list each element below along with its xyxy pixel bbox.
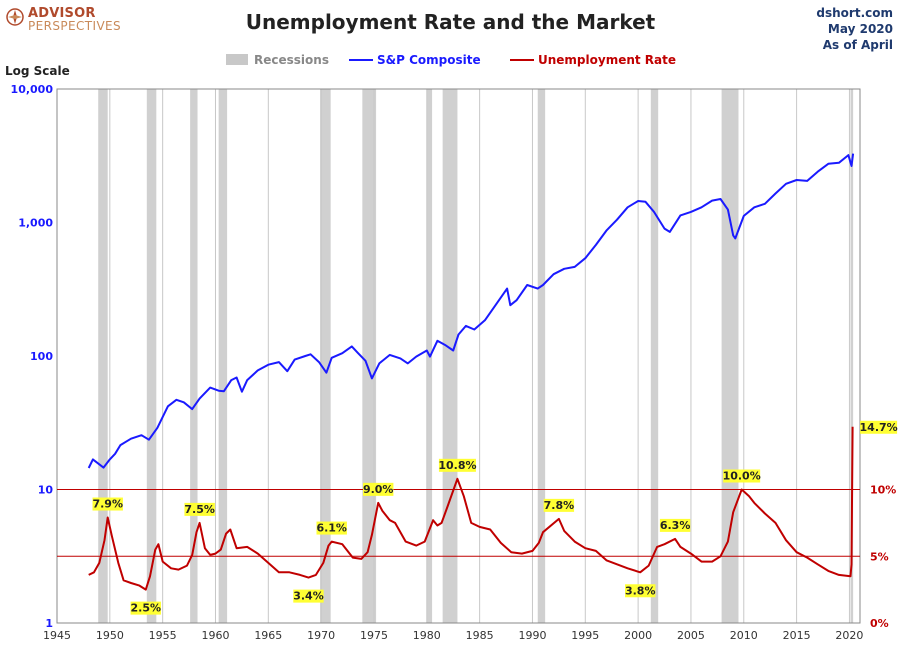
recession-band <box>146 89 157 623</box>
x-tick-label: 1960 <box>201 629 229 642</box>
recession-band <box>98 89 108 623</box>
annotation-label: 6.1% <box>316 522 347 535</box>
annotation-label: 9.0% <box>363 483 394 496</box>
x-tick-label: 2005 <box>677 629 705 642</box>
annotation-label: 10.8% <box>438 459 476 472</box>
recession-band <box>537 89 546 623</box>
annotation-highlight <box>860 420 898 434</box>
right-tick-label: 10% <box>870 484 896 497</box>
x-tick-label: 1985 <box>466 629 494 642</box>
annotation-highlight <box>723 469 761 483</box>
left-tick-label: 1,000 <box>18 217 53 230</box>
x-tick-label: 1980 <box>413 629 441 642</box>
log-scale-label: Log Scale <box>5 64 70 78</box>
x-tick-label: 1950 <box>96 629 124 642</box>
annotation-highlight <box>130 601 161 615</box>
logo-line1: ADVISOR <box>28 6 96 21</box>
x-tick-label: 1965 <box>254 629 282 642</box>
x-tick-label: 2010 <box>730 629 758 642</box>
x-tick-label: 1990 <box>518 629 546 642</box>
recession-band <box>850 89 854 623</box>
annotation-label: 7.5% <box>184 503 215 516</box>
annotation-label: 7.9% <box>92 498 123 511</box>
compass-logo-icon <box>6 8 24 26</box>
annotation-highlight <box>543 498 575 512</box>
recession-band <box>721 89 739 623</box>
source-note: dshort.com May 2020 As of April <box>816 5 893 53</box>
chart-title: Unemployment Rate and the Market <box>245 10 656 34</box>
right-tick-label: 5% <box>870 550 889 563</box>
source-as-of: As of April <box>822 38 893 52</box>
annotation-label: 7.8% <box>544 499 575 512</box>
x-tick-label: 1955 <box>149 629 177 642</box>
x-tick-label: 1945 <box>43 629 71 642</box>
annotation-highlight <box>92 497 123 511</box>
annotation-highlight <box>293 589 324 603</box>
legend-label: Recessions <box>254 53 329 67</box>
legend-label: Unemployment Rate <box>538 53 676 67</box>
legend-label: S&P Composite <box>377 53 481 67</box>
recession-band <box>218 89 228 623</box>
x-tick-label: 2020 <box>835 629 863 642</box>
x-tick-label: 1995 <box>571 629 599 642</box>
annotation-label: 2.5% <box>130 602 161 615</box>
plot-frame <box>56 88 861 624</box>
annotation-label: 10.0% <box>723 470 761 483</box>
unemployment-rate-line <box>88 426 854 591</box>
annotation-highlight <box>316 521 347 535</box>
annotation-highlight <box>625 584 656 598</box>
left-tick-label: 10,000 <box>11 83 54 96</box>
source-date: May 2020 <box>827 22 893 36</box>
annotation-label: 6.3% <box>660 519 691 532</box>
recession-band <box>650 89 659 623</box>
source-site: dshort.com <box>816 6 893 20</box>
left-tick-label: 10 <box>38 484 54 497</box>
annotation-highlight <box>363 482 394 496</box>
right-tick-label: 0% <box>870 617 889 630</box>
recession-band <box>320 89 331 623</box>
annotation-highlight <box>438 458 476 472</box>
left-tick-label: 100 <box>30 350 53 363</box>
x-tick-label: 1970 <box>307 629 335 642</box>
legend-recession-swatch <box>226 54 248 65</box>
annotation-highlight <box>659 518 691 532</box>
x-tick-label: 2000 <box>624 629 652 642</box>
annotation-label: 3.8% <box>625 584 656 597</box>
advisor-perspectives-logo: ADVISOR PERSPECTIVES <box>6 6 136 36</box>
recession-band <box>190 89 198 623</box>
recession-band <box>442 89 458 623</box>
left-tick-label: 1 <box>45 617 53 630</box>
x-tick-label: 2015 <box>783 629 811 642</box>
annotation-label: 3.4% <box>293 590 324 603</box>
logo-line2: PERSPECTIVES <box>28 19 122 33</box>
annotation-label: 14.7% <box>860 421 898 434</box>
x-tick-label: 1975 <box>360 629 388 642</box>
annotation-highlight <box>184 502 215 516</box>
sp-composite-line <box>87 153 855 469</box>
